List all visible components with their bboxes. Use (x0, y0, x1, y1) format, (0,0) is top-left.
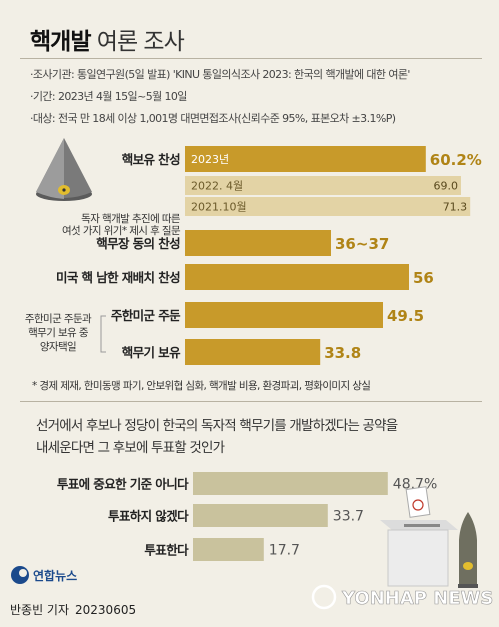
category-label: 핵보유 찬성 (122, 152, 180, 167)
bar (193, 472, 388, 495)
bar (185, 230, 331, 256)
divider (20, 401, 482, 402)
footnote: * 경제 제재, 한미동맹 파기, 안보위협 심화, 핵개발 비용, 환경파괴,… (32, 380, 371, 392)
missile-icon (458, 512, 478, 588)
bar (193, 504, 328, 527)
bar-inner-label: 2022. 4월 (191, 180, 243, 193)
side-note: 양자택일 (40, 340, 76, 353)
bar (185, 302, 383, 328)
category-label: 미국 핵 남한 재배치 찬성 (56, 270, 180, 285)
ballot-box-icon (380, 486, 458, 587)
value-label: 33.8 (324, 344, 361, 362)
meta-target: ·대상: 전국 만 18세 이상 1,001명 대면면접조사(신뢰수준 95%,… (30, 112, 396, 125)
category-label: 투표한다 (144, 543, 189, 558)
publish-date: 20230605 (75, 603, 137, 617)
reporter-name: 반종빈 기자 (10, 603, 70, 617)
bar (185, 264, 409, 290)
side-note: 독자 핵개발 추진에 따른 (81, 213, 181, 225)
bar-inner-label: 2023년 (191, 153, 229, 166)
category-label: 핵무기 보유 (122, 345, 181, 360)
value-label: 71.3 (443, 201, 468, 214)
value-label: 33.7 (333, 509, 364, 525)
category-label: 주한미군 주둔 (111, 308, 181, 323)
question-line: 내세운다면 그 후보에 투표할 것인가 (36, 440, 225, 456)
divider (20, 58, 482, 59)
value-label: 49.5 (387, 307, 424, 325)
warhead-icon (36, 138, 92, 201)
watermark-text: YONHAP NEWS (341, 588, 493, 609)
watermark: YONHAP NEWS (311, 584, 494, 609)
value-label: 17.7 (269, 543, 300, 559)
category-label: 투표에 중요한 기준 아니다 (57, 477, 189, 492)
bar (185, 146, 426, 172)
page-title: 핵개발 여론 조사 (30, 22, 185, 56)
title-bold: 핵개발 (30, 29, 91, 55)
category-label: 핵무장 동의 찬성 (96, 236, 180, 251)
bar (185, 339, 321, 365)
value-label: 36~37 (335, 235, 389, 253)
bar (185, 197, 471, 216)
choice-bracket (100, 315, 106, 353)
bar-inner-label: 2021.10월 (191, 201, 247, 214)
byline: 반종빈 기자 20230605 (10, 601, 136, 618)
side-note: 여섯 가지 위기* 제시 후 질문 (62, 224, 181, 237)
bar (185, 176, 461, 195)
category-label: 투표하지 않겠다 (108, 509, 189, 524)
logo-text: 연합뉴스 (33, 568, 77, 583)
question-line: 선거에서 후보나 정당이 한국의 독자적 핵무기를 개발하겠다는 공약을 (36, 418, 398, 434)
value-label: 69.0 (434, 180, 459, 193)
value-label: 56 (413, 269, 434, 287)
yonhap-logo-icon: 연합뉴스 (11, 566, 77, 584)
side-note: 주한미군 주둔과 (25, 313, 92, 325)
value-label: 60.2% (430, 151, 482, 169)
title-rest: 여론 조사 (90, 29, 185, 55)
meta-agency: ·조사기관: 통일연구원(5일 발표) 'KINU 통일의식조사 2023: 한… (30, 68, 410, 81)
meta-period: ·기간: 2023년 4월 15일~5월 10일 (30, 90, 187, 103)
side-note: 핵무기 보유 중 (28, 327, 89, 339)
bar (193, 538, 264, 561)
